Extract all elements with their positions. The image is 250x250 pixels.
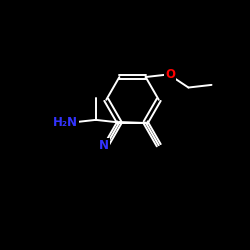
Text: O: O: [165, 68, 175, 81]
Text: N: N: [99, 139, 109, 152]
Text: H₂N: H₂N: [54, 116, 78, 129]
